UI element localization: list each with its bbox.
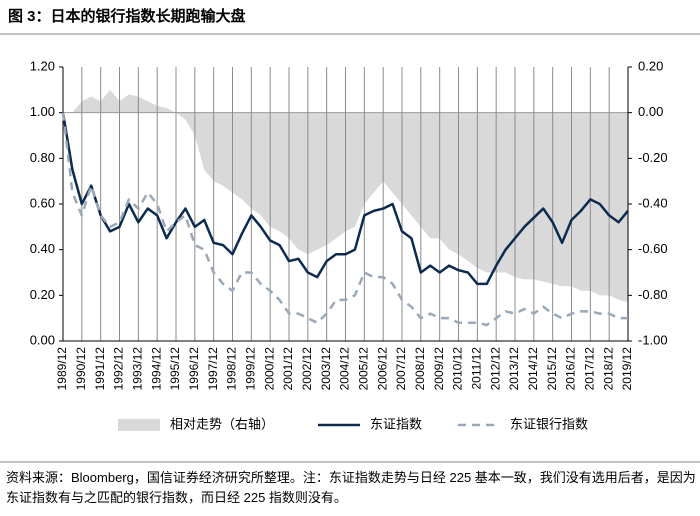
x-tick-label: 1994/12: [149, 347, 163, 391]
x-tick-label: 1991/12: [93, 347, 107, 391]
x-tick-label: 1996/12: [187, 347, 201, 391]
x-tick-label: 2016/12: [564, 347, 578, 391]
x-tick-label: 2011/12: [470, 347, 484, 390]
x-tick-label: 2009/12: [432, 347, 446, 391]
legend-label: 相对走势（右轴）: [170, 416, 274, 431]
x-tick-label: 2019/12: [620, 347, 634, 391]
x-tick-label: 2012/12: [488, 347, 502, 391]
y2-tick-label: 0.20: [638, 58, 663, 73]
y-tick-label: 0.40: [30, 241, 55, 256]
x-tick-label: 1993/12: [131, 347, 145, 391]
x-tick-label: 2018/12: [601, 347, 615, 391]
note-box: 资料来源：Bloomberg，国信证券经济研究所整理。注：东证指数走势与日经 2…: [6, 470, 696, 505]
x-tick-label: 2003/12: [319, 347, 333, 391]
x-tick-label: 2007/12: [394, 347, 408, 391]
y2-tick-label: -0.20: [638, 150, 668, 165]
legend-swatch: [118, 419, 160, 431]
x-tick-label: 2004/12: [338, 347, 352, 391]
x-tick-label: 2017/12: [583, 347, 597, 391]
legend-label: 东证银行指数: [510, 416, 588, 431]
line: [61, 112, 629, 286]
y-tick-label: 1.00: [30, 104, 55, 119]
y-tick-label: 0.80: [30, 150, 55, 165]
y-tick-label: 0.60: [30, 195, 55, 210]
note: 资料来源：Bloomberg，国信证券经济研究所整理。注：东证指数走势与日经 2…: [6, 470, 696, 505]
x-tick-label: 1998/12: [225, 347, 239, 391]
y2-tick-label: -0.80: [638, 287, 668, 302]
line: [61, 112, 628, 327]
x-tick-label: 2010/12: [451, 347, 465, 391]
y2-tick-label: -1.00: [638, 332, 668, 347]
x-tick-label: 2000/12: [262, 347, 276, 391]
y-tick-label: 0.00: [30, 332, 55, 347]
y-tick-label: 1.20: [30, 58, 55, 73]
x-tick-label: 2002/12: [300, 347, 314, 391]
y2-tick-label: -0.60: [638, 241, 668, 256]
y-tick-label: 0.20: [30, 287, 55, 302]
y2-tick-label: 0.00: [638, 104, 663, 119]
x-tick-label: 2013/12: [507, 347, 521, 391]
chart-title: 图 3：日本的银行指数长期跑输大盘: [8, 7, 246, 25]
x-tick-label: 2014/12: [526, 347, 540, 391]
x-tick-label: 1989/12: [55, 347, 69, 391]
x-tick-label: 1995/12: [168, 347, 182, 391]
x-tick-label: 2006/12: [375, 347, 389, 391]
x-tick-label: 1992/12: [112, 347, 126, 391]
x-tick-label: 2001/12: [281, 347, 295, 391]
x-tick-label: 1990/12: [74, 347, 88, 391]
x-tick-label: 1997/12: [206, 347, 220, 391]
x-tick-label: 2005/12: [357, 347, 371, 391]
x-tick-label: 1999/12: [244, 347, 258, 391]
y2-tick-label: -0.40: [638, 195, 668, 210]
x-tick-label: 2015/12: [545, 347, 559, 391]
x-tick-label: 2008/12: [413, 347, 427, 391]
legend-label: 东证指数: [370, 416, 422, 431]
